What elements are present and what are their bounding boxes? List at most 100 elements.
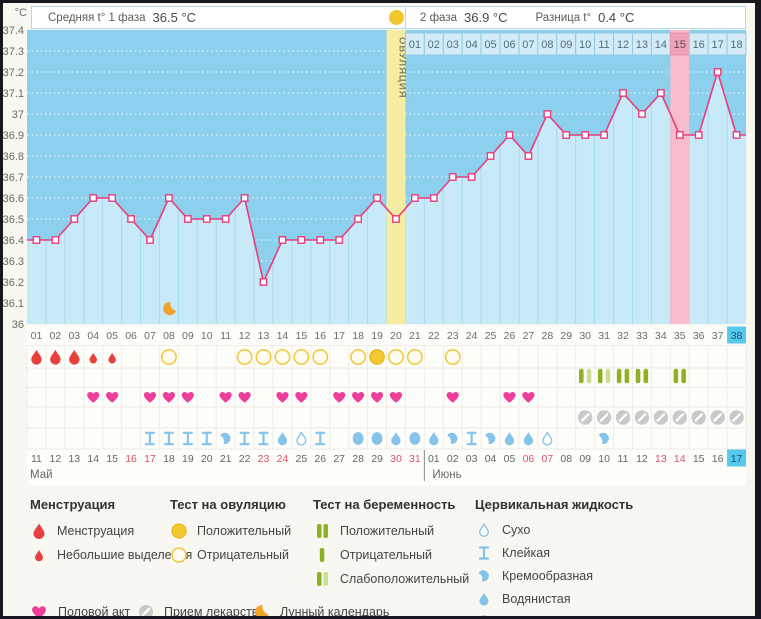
- drop-filled-icon[interactable]: [504, 432, 515, 446]
- intercourse-heart-icon[interactable]: [87, 391, 100, 403]
- cervical-eggwhite-icon[interactable]: [409, 432, 421, 445]
- temperature-point-day-32[interactable]: [619, 89, 627, 97]
- cervical-sticky-icon[interactable]: [182, 431, 193, 446]
- temperature-point-day-16[interactable]: [316, 236, 325, 244]
- temperature-point-day-14[interactable]: [278, 236, 287, 244]
- cervical-eggwhite-icon[interactable]: [352, 432, 364, 445]
- phase2-day-cell[interactable]: 10: [575, 32, 596, 56]
- temperature-point-day-15[interactable]: [297, 236, 306, 244]
- intercourse-heart-icon[interactable]: [276, 391, 289, 403]
- drop-filled-icon[interactable]: [89, 352, 97, 364]
- phase2-day-cell[interactable]: 14: [650, 32, 671, 56]
- cervical-creamy-icon[interactable]: [219, 432, 232, 445]
- temperature-point-day-31[interactable]: [600, 131, 608, 139]
- pregnancy-test-marker[interactable]: [578, 368, 592, 384]
- intercourse-heart-icon[interactable]: [295, 391, 308, 403]
- temperature-point-day-28[interactable]: [543, 110, 552, 118]
- ovulation-test-positive[interactable]: [369, 349, 385, 365]
- medication-marker[interactable]: [710, 410, 725, 425]
- ovulation-test-negative[interactable]: [406, 349, 423, 365]
- cervical-creamy-icon[interactable]: [484, 432, 497, 445]
- temperature-point-day-18[interactable]: [354, 215, 363, 223]
- temperature-point-day-20[interactable]: [392, 215, 400, 223]
- temperature-point-day-8[interactable]: [165, 194, 173, 202]
- temperature-point-day-29[interactable]: [562, 131, 571, 139]
- intercourse-heart-icon[interactable]: [238, 391, 251, 403]
- phase2-day-cell[interactable]: 05: [480, 32, 501, 56]
- drop-filled-icon[interactable]: [108, 352, 116, 364]
- drop-filled-icon[interactable]: [391, 432, 401, 446]
- temperature-point-day-23[interactable]: [448, 173, 457, 181]
- ovulation-test-negative[interactable]: [293, 349, 310, 365]
- phase2-day-cell[interactable]: 07: [518, 32, 539, 56]
- phase2-day-cell[interactable]: 06: [499, 32, 520, 56]
- intercourse-heart-icon[interactable]: [333, 391, 346, 403]
- temperature-point-day-5[interactable]: [108, 194, 117, 202]
- temperature-point-day-9[interactable]: [183, 215, 192, 223]
- temperature-point-day-33[interactable]: [638, 110, 646, 118]
- phase2-day-cell[interactable]: 01: [404, 32, 425, 56]
- medication-marker[interactable]: [596, 410, 612, 425]
- temperature-point-day-7[interactable]: [146, 236, 154, 244]
- ovulation-test-negative[interactable]: [350, 349, 367, 365]
- medication-marker[interactable]: [729, 410, 744, 425]
- pregnancy-test-marker[interactable]: [635, 368, 649, 384]
- ovulation-test-negative[interactable]: [274, 349, 291, 365]
- phase2-day-cell[interactable]: 04: [461, 32, 482, 56]
- drop-filled-icon[interactable]: [31, 349, 42, 365]
- cervical-sticky-icon[interactable]: [163, 431, 175, 446]
- ovulation-test-negative[interactable]: [160, 349, 177, 365]
- pregnancy-test-marker[interactable]: [616, 368, 630, 384]
- intercourse-heart-icon[interactable]: [352, 391, 365, 403]
- medication-marker[interactable]: [577, 410, 593, 425]
- intercourse-heart-icon[interactable]: [389, 391, 403, 403]
- intercourse-heart-icon[interactable]: [219, 391, 232, 403]
- temperature-point-day-25[interactable]: [486, 152, 495, 160]
- drop-filled-icon[interactable]: [523, 432, 534, 446]
- temperature-point-day-2[interactable]: [51, 236, 60, 244]
- intercourse-heart-icon[interactable]: [162, 391, 176, 403]
- temperature-point-day-30[interactable]: [581, 131, 590, 139]
- cervical-creamy-icon[interactable]: [597, 432, 610, 445]
- temperature-point-day-17[interactable]: [335, 236, 344, 244]
- phase2-day-cell[interactable]: 12: [613, 32, 633, 56]
- temperature-point-day-22[interactable]: [429, 194, 438, 202]
- drop-filled-icon[interactable]: [69, 349, 80, 365]
- ovulation-test-negative[interactable]: [444, 349, 461, 365]
- phase2-day-cell[interactable]: 11: [594, 32, 615, 56]
- pregnancy-test-marker[interactable]: [597, 368, 611, 384]
- temperature-point-day-11[interactable]: [221, 215, 230, 223]
- ovulation-test-negative[interactable]: [255, 349, 272, 365]
- temperature-point-day-37[interactable]: [713, 68, 722, 76]
- temperature-point-day-6[interactable]: [127, 215, 135, 223]
- temperature-point-day-12[interactable]: [240, 194, 249, 202]
- temperature-point-day-1[interactable]: [32, 236, 41, 244]
- medication-marker[interactable]: [672, 410, 687, 425]
- pregnancy-test-marker[interactable]: [673, 368, 686, 384]
- temperature-point-day-10[interactable]: [202, 215, 211, 223]
- temperature-point-day-34[interactable]: [656, 89, 665, 97]
- moon-icon[interactable]: [163, 301, 177, 316]
- phase2-day-cell[interactable]: 02: [423, 32, 444, 56]
- intercourse-heart-icon[interactable]: [446, 391, 459, 403]
- temperature-point-day-21[interactable]: [410, 194, 419, 202]
- ovulation-test-negative[interactable]: [312, 349, 329, 365]
- intercourse-heart-icon[interactable]: [143, 391, 157, 403]
- drop-filled-icon[interactable]: [50, 349, 61, 365]
- temperature-point-day-3[interactable]: [70, 215, 79, 223]
- medication-marker[interactable]: [691, 410, 706, 425]
- medication-marker[interactable]: [653, 410, 669, 425]
- phase2-day-cell[interactable]: 08: [537, 32, 558, 56]
- ovulation-test-negative[interactable]: [236, 349, 253, 365]
- intercourse-heart-icon[interactable]: [503, 391, 516, 403]
- cervical-eggwhite-icon[interactable]: [371, 432, 383, 445]
- cervical-sticky-icon[interactable]: [144, 431, 156, 446]
- temperature-point-day-26[interactable]: [505, 131, 514, 139]
- phase2-day-cell[interactable]: 15: [669, 32, 690, 56]
- temperature-point-day-19[interactable]: [373, 194, 381, 202]
- medication-marker[interactable]: [615, 410, 631, 425]
- temperature-point-day-4[interactable]: [89, 194, 98, 202]
- cervical-sticky-icon[interactable]: [466, 431, 477, 446]
- intercourse-heart-icon[interactable]: [181, 391, 194, 403]
- cervical-sticky-icon[interactable]: [258, 431, 269, 446]
